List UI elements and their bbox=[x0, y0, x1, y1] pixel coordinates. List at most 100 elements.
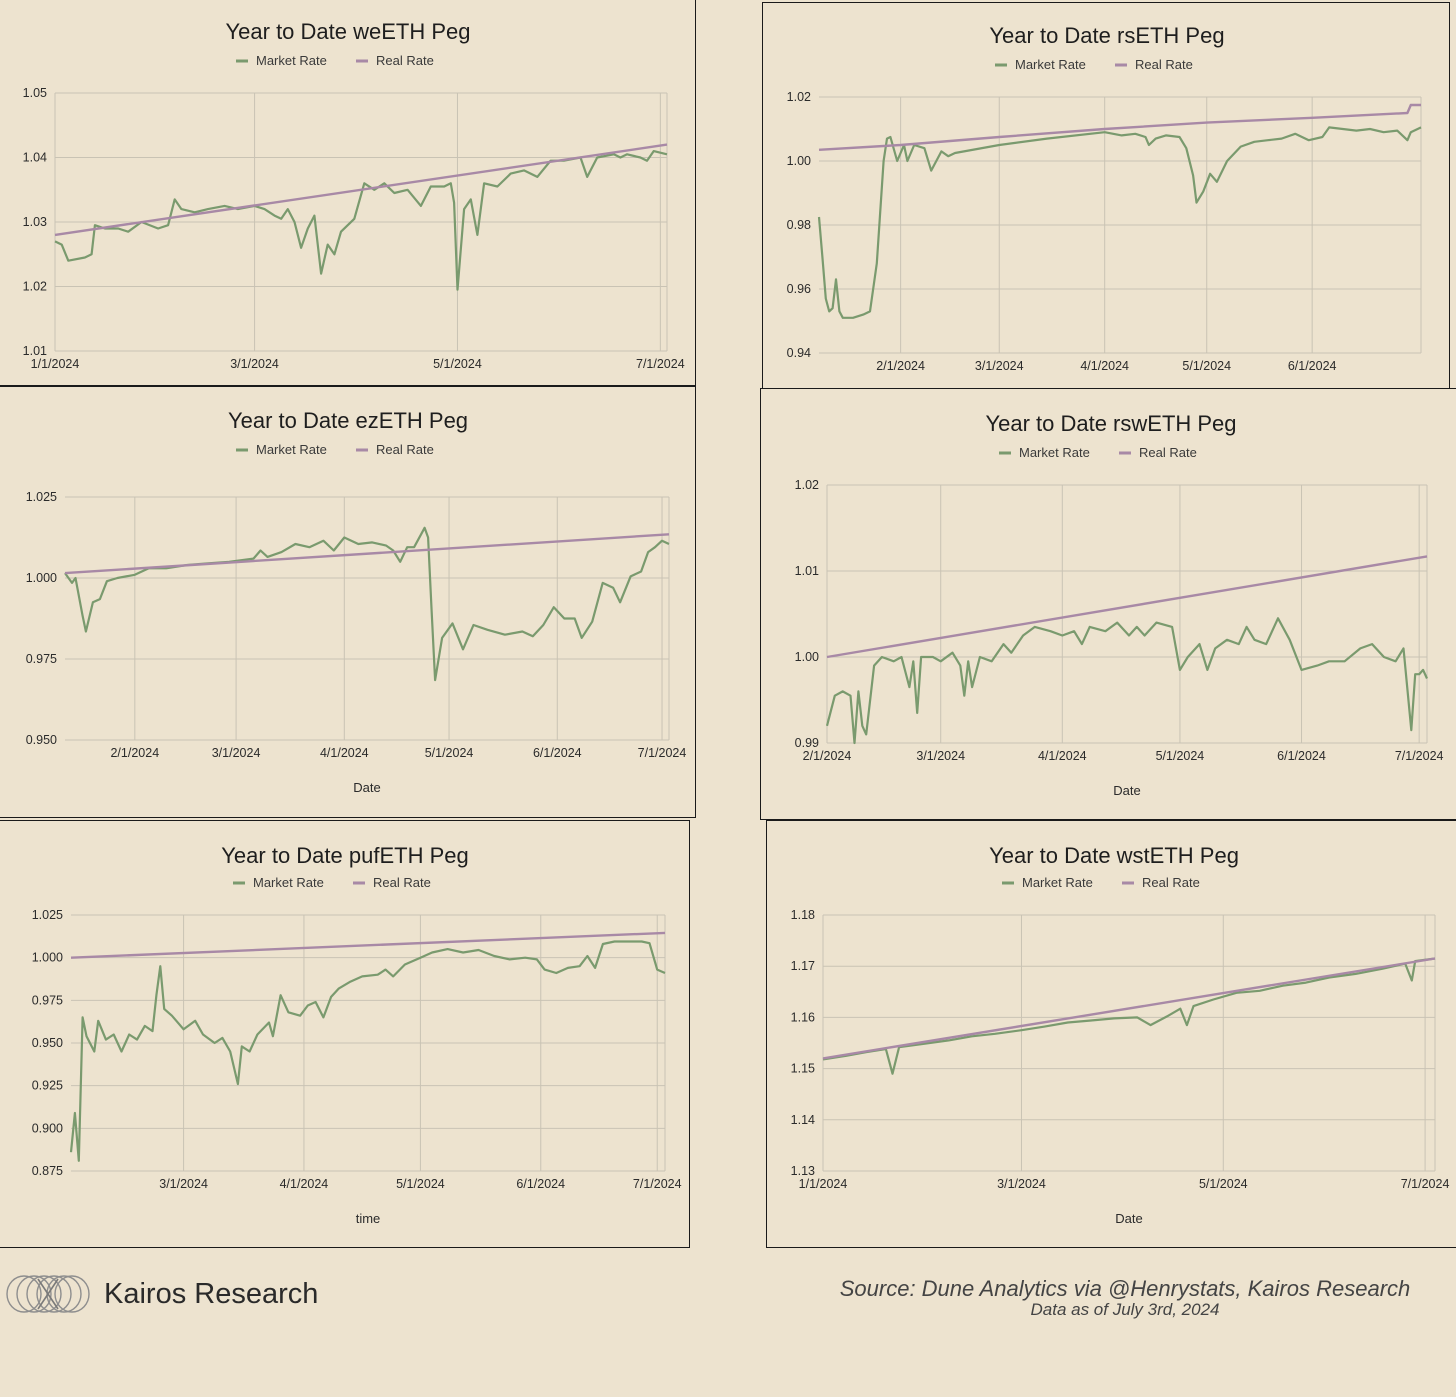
real-rate-line bbox=[822, 957, 1436, 1060]
legend-label: Market Rate bbox=[1022, 875, 1093, 890]
y-tick-label: 1.00 bbox=[795, 650, 819, 664]
chart-title: Year to Date ezETH Peg bbox=[228, 408, 468, 433]
legend-label: Market Rate bbox=[256, 442, 327, 457]
y-tick-label: 1.16 bbox=[791, 1010, 815, 1024]
y-tick-label: 0.950 bbox=[32, 1036, 63, 1050]
legend-market-rate: Market Rate bbox=[233, 875, 324, 890]
y-tick-label: 1.15 bbox=[791, 1062, 815, 1076]
y-tick-label: 0.875 bbox=[32, 1164, 63, 1178]
x-tick-label: 6/1/2024 bbox=[1288, 359, 1337, 373]
legend-market-rate: Market Rate bbox=[236, 442, 327, 457]
wsteth-chart-panel: Year to Date wstETH Peg Market Rate Real R… bbox=[766, 820, 1456, 1248]
legend-label: Real Rate bbox=[1135, 57, 1193, 72]
legend-label: Real Rate bbox=[376, 442, 434, 457]
legend-market-rate: Market Rate bbox=[999, 445, 1090, 460]
x-axis-title: Date bbox=[353, 780, 380, 795]
y-tick-label: 0.975 bbox=[26, 652, 57, 666]
brand-name: Kairos Research bbox=[104, 1277, 319, 1310]
legend-label: Market Rate bbox=[1019, 445, 1090, 460]
legend-label: Real Rate bbox=[1139, 445, 1197, 460]
x-tick-label: 3/1/2024 bbox=[212, 746, 261, 760]
x-tick-label: 4/1/2024 bbox=[1038, 749, 1087, 763]
y-tick-label: 0.99 bbox=[795, 736, 819, 750]
x-tick-label: 7/1/2024 bbox=[638, 746, 687, 760]
x-tick-label: 1/1/2024 bbox=[799, 1177, 848, 1191]
legend-label: Market Rate bbox=[256, 53, 327, 68]
market-rate-line bbox=[69, 940, 666, 1162]
x-tick-label: 5/1/2024 bbox=[396, 1177, 445, 1191]
x-tick-label: 3/1/2024 bbox=[916, 749, 965, 763]
x-axis-title: Date bbox=[1115, 1211, 1142, 1226]
market-rate-line bbox=[64, 526, 670, 682]
x-tick-label: 4/1/2024 bbox=[1080, 359, 1129, 373]
x-tick-label: 6/1/2024 bbox=[516, 1177, 565, 1191]
legend-real-rate: Real Rate bbox=[1115, 57, 1193, 72]
y-tick-label: 1.025 bbox=[32, 908, 63, 922]
y-tick-label: 0.96 bbox=[787, 282, 811, 296]
x-tick-label: 5/1/2024 bbox=[425, 746, 474, 760]
legend-label: Real Rate bbox=[1142, 875, 1200, 890]
y-tick-label: 0.98 bbox=[787, 218, 811, 232]
legend-real-rate: Real Rate bbox=[356, 53, 434, 68]
data-date-text: Data as of July 3rd, 2024 bbox=[1030, 1300, 1220, 1319]
y-tick-label: 1.000 bbox=[26, 571, 57, 585]
legend-label: Real Rate bbox=[376, 53, 434, 68]
chart-legend: Market Rate Real Rate bbox=[999, 445, 1197, 460]
weeth-chart: Year to Date weETH Peg Market Rate Real Ra… bbox=[23, 19, 685, 371]
chart-legend: Market Rate Real Rate bbox=[236, 442, 434, 457]
market-rate-line bbox=[817, 126, 1422, 319]
x-tick-label: 2/1/2024 bbox=[876, 359, 925, 373]
legend-market-rate: Market Rate bbox=[236, 53, 327, 68]
y-tick-label: 1.02 bbox=[795, 478, 819, 492]
rsweth-chart: Year to Date rswETH Peg Market Rate Real R… bbox=[795, 411, 1444, 798]
source-text: Source: Dune Analytics via @Henrystats, … bbox=[839, 1276, 1411, 1301]
x-tick-label: 4/1/2024 bbox=[280, 1177, 329, 1191]
chart-title: Year to Date pufETH Peg bbox=[221, 843, 468, 868]
y-tick-label: 1.17 bbox=[791, 959, 815, 973]
source-note: Source: Dune Analytics via @Henrystats, … bbox=[790, 1276, 1456, 1320]
x-tick-label: 3/1/2024 bbox=[230, 357, 279, 371]
y-tick-label: 1.18 bbox=[791, 908, 815, 922]
y-tick-label: 1.01 bbox=[23, 344, 47, 358]
market-rate-line bbox=[825, 617, 1429, 745]
y-tick-label: 1.03 bbox=[23, 215, 47, 229]
y-tick-label: 0.975 bbox=[32, 993, 63, 1007]
x-tick-label: 5/1/2024 bbox=[1156, 749, 1205, 763]
x-tick-label: 7/1/2024 bbox=[633, 1177, 682, 1191]
rseth-chart: Year to Date rsETH Peg Market Rate Real Ra… bbox=[787, 23, 1422, 373]
x-tick-label: 5/1/2024 bbox=[1199, 1177, 1248, 1191]
legend-real-rate: Real Rate bbox=[1122, 875, 1200, 890]
ezeth-chart: Year to Date ezETH Peg Market Rate Real Ra… bbox=[26, 408, 687, 795]
legend-label: Real Rate bbox=[373, 875, 431, 890]
market-rate-line bbox=[822, 957, 1436, 1075]
legend-market-rate: Market Rate bbox=[995, 57, 1086, 72]
chart-legend: Market Rate Real Rate bbox=[1002, 875, 1200, 890]
legend-real-rate: Real Rate bbox=[356, 442, 434, 457]
y-tick-label: 1.01 bbox=[795, 564, 819, 578]
x-tick-label: 7/1/2024 bbox=[1401, 1177, 1450, 1191]
rseth-chart-panel: Year to Date rsETH Peg Market Rate Real Ra… bbox=[762, 2, 1450, 389]
chart-legend: Market Rate Real Rate bbox=[233, 875, 431, 890]
y-tick-label: 1.02 bbox=[787, 90, 811, 104]
wsteth-chart: Year to Date wstETH Peg Market Rate Real R… bbox=[791, 843, 1450, 1226]
brand-block: Kairos Research bbox=[4, 1271, 318, 1317]
chart-title: Year to Date rswETH Peg bbox=[985, 411, 1236, 436]
legend-label: Market Rate bbox=[253, 875, 324, 890]
rsweth-chart-panel: Year to Date rswETH Peg Market Rate Real R… bbox=[760, 388, 1456, 820]
chart-title: Year to Date rsETH Peg bbox=[989, 23, 1224, 48]
legend-label: Market Rate bbox=[1015, 57, 1086, 72]
y-tick-label: 1.00 bbox=[787, 154, 811, 168]
x-tick-label: 2/1/2024 bbox=[803, 749, 852, 763]
chart-legend: Market Rate Real Rate bbox=[236, 53, 434, 68]
chart-legend: Market Rate Real Rate bbox=[995, 57, 1193, 72]
y-tick-label: 1.05 bbox=[23, 86, 47, 100]
x-tick-label: 7/1/2024 bbox=[636, 357, 685, 371]
real-rate-line bbox=[818, 103, 1421, 151]
x-tick-label: 1/1/2024 bbox=[31, 357, 80, 371]
y-tick-label: 0.900 bbox=[32, 1121, 63, 1135]
x-tick-label: 3/1/2024 bbox=[159, 1177, 208, 1191]
ezeth-chart-panel: Year to Date ezETH Peg Market Rate Real Ra… bbox=[0, 385, 696, 818]
y-tick-label: 1.025 bbox=[26, 490, 57, 504]
x-tick-label: 3/1/2024 bbox=[975, 359, 1024, 373]
pufeth-chart-panel: Year to Date pufETH Peg Market Rate Real R… bbox=[0, 820, 690, 1248]
